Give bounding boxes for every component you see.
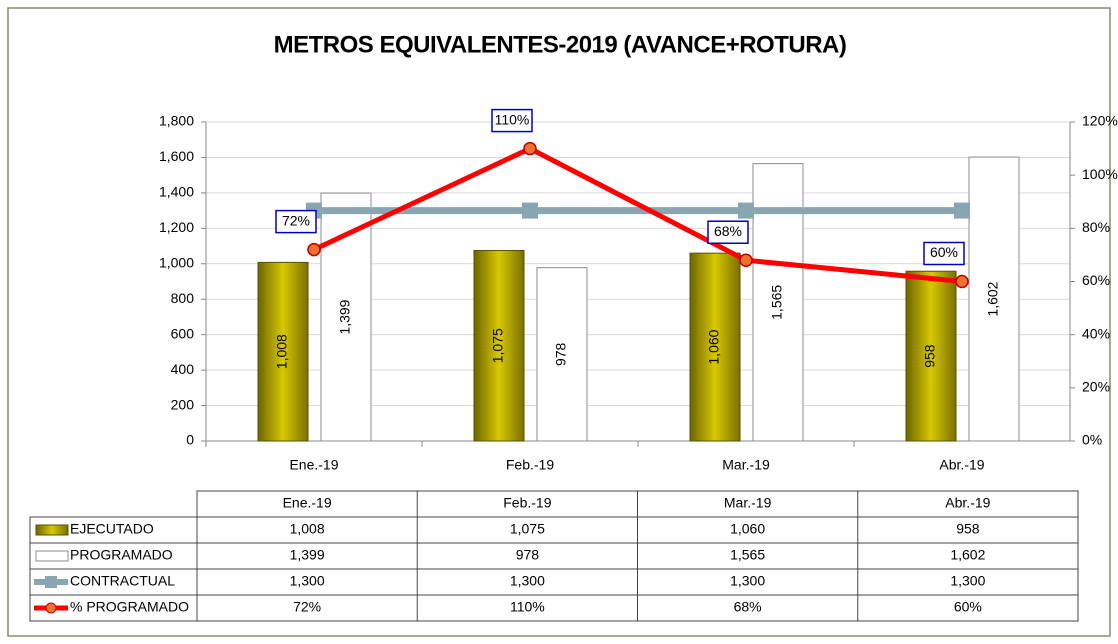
value-label-box xyxy=(707,220,749,244)
table-cell: 978 xyxy=(516,547,540,563)
bar-value-label: 978 xyxy=(553,342,569,366)
legend-label: PROGRAMADO xyxy=(70,547,173,563)
chart-title: METROS EQUIVALENTES-2019 (AVANCE+ROTURA) xyxy=(274,31,847,58)
table-cell: 1,399 xyxy=(290,547,325,563)
table-header: Feb.-19 xyxy=(503,495,551,511)
bar-value-label: 1,602 xyxy=(985,281,1001,316)
x-tick-label: Feb.-19 xyxy=(506,457,554,473)
y-tick-label: 800 xyxy=(171,290,195,306)
point xyxy=(738,202,754,219)
y2-tick-label: 100% xyxy=(1082,166,1118,182)
table-cell: 1,300 xyxy=(950,573,985,589)
y-tick-label: 200 xyxy=(171,396,195,412)
y-tick-label: 400 xyxy=(171,361,195,377)
y-tick-label: 1,200 xyxy=(159,219,194,235)
table-cell: 958 xyxy=(956,521,980,537)
table-header: Mar.-19 xyxy=(724,495,772,511)
point-value-label: 60% xyxy=(930,244,958,260)
y-tick-label: 1,600 xyxy=(159,148,194,164)
table-cell: 60% xyxy=(954,599,982,615)
table-cell: 1,300 xyxy=(510,573,545,589)
line xyxy=(312,145,963,284)
table-cell: 1,060 xyxy=(730,521,765,537)
y-tick-label: 1,400 xyxy=(159,184,194,200)
x-tick-label: Mar.-19 xyxy=(722,457,770,473)
y2-tick-label: 0% xyxy=(1082,432,1102,448)
bar-value-label: 1,060 xyxy=(706,329,722,364)
y-tick-label: 0 xyxy=(186,432,194,448)
y2-tick-label: 60% xyxy=(1082,272,1110,288)
bar xyxy=(689,252,741,442)
legend-key-marker xyxy=(45,576,57,588)
bar-value-label: 1,399 xyxy=(337,299,353,334)
bar xyxy=(968,156,1020,442)
legend-label: CONTRACTUAL xyxy=(70,573,175,589)
legend-key xyxy=(35,524,69,536)
point-value-label: 72% xyxy=(282,212,310,228)
point xyxy=(954,202,970,219)
legend-key xyxy=(35,550,69,562)
value-label-box xyxy=(491,108,533,133)
table-cell: 1,300 xyxy=(730,573,765,589)
table-header: Abr.-19 xyxy=(945,495,990,511)
table-cell: 1,300 xyxy=(290,573,325,589)
bar xyxy=(473,249,525,442)
y2-tick-label: 80% xyxy=(1082,219,1110,235)
bar-value-label: 1,565 xyxy=(769,285,785,320)
table-cell: 1,602 xyxy=(950,547,985,563)
bar xyxy=(536,267,588,442)
bar-value-label: 958 xyxy=(922,344,938,368)
y-tick-label: 600 xyxy=(171,325,195,341)
x-tick-label: Ene.-19 xyxy=(289,457,338,473)
point xyxy=(955,274,969,289)
y2-tick-label: 40% xyxy=(1082,325,1110,341)
legend-key-marker xyxy=(45,602,57,614)
y-tick-label: 1,800 xyxy=(159,113,194,129)
table-cell: 72% xyxy=(293,599,321,615)
value-label-box xyxy=(923,241,965,266)
bar xyxy=(905,270,957,442)
legend-label: EJECUTADO xyxy=(70,521,154,537)
point xyxy=(522,202,538,219)
value-label-box xyxy=(275,209,317,234)
bar-value-label: 1,008 xyxy=(274,334,290,369)
point xyxy=(739,253,753,267)
point xyxy=(523,141,537,156)
y2-tick-label: 20% xyxy=(1082,379,1110,395)
bar-value-label: 1,075 xyxy=(490,328,506,363)
y2-tick-label: 120% xyxy=(1082,113,1118,129)
y-tick-label: 1,000 xyxy=(159,254,194,270)
x-tick-label: Abr.-19 xyxy=(939,457,984,473)
point-value-label: 110% xyxy=(495,111,530,127)
table-header: Ene.-19 xyxy=(283,495,332,511)
legend-label: % PROGRAMADO xyxy=(70,599,189,615)
table-cell: 1,565 xyxy=(730,547,765,563)
table-cell: 1,008 xyxy=(290,521,325,537)
point xyxy=(307,242,321,257)
point-value-label: 68% xyxy=(714,223,742,239)
table-cell: 1,075 xyxy=(510,521,545,537)
table-cell: 110% xyxy=(510,599,545,615)
bar xyxy=(257,261,309,442)
table-cell: 68% xyxy=(734,599,762,615)
